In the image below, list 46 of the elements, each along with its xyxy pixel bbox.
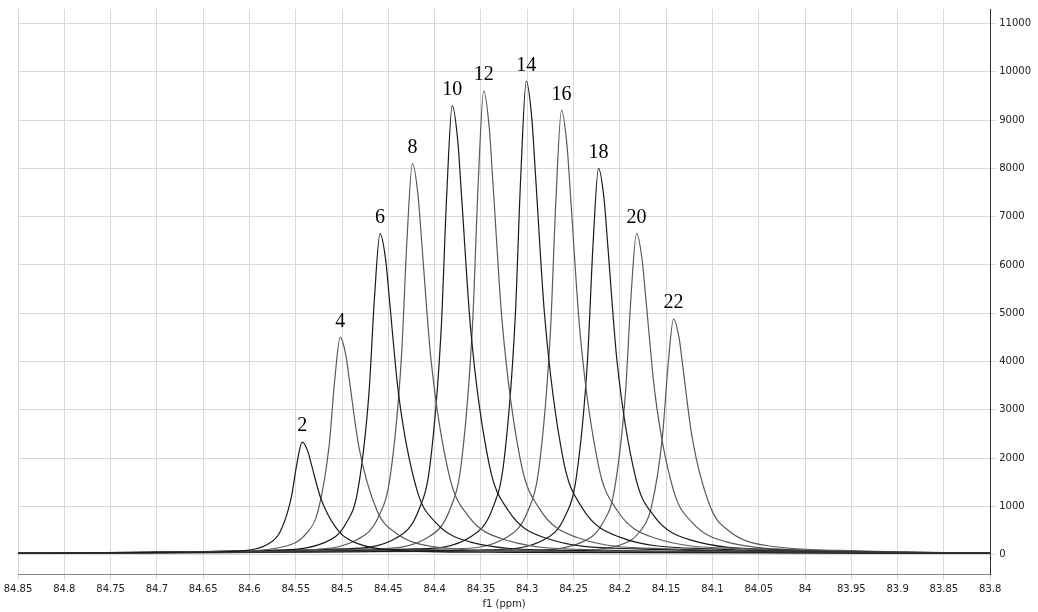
y-tick-label: 4000 (999, 355, 1025, 367)
annotation: 18 (588, 139, 609, 162)
x-tick-label: 83.85 (929, 582, 959, 594)
x-tick-label: 84.5 (330, 582, 354, 594)
x-tick-label: 84.2 (608, 582, 631, 594)
x-tick-label: 84.8 (53, 582, 76, 594)
x-tick-label: 83.8 (979, 582, 1002, 594)
x-axis-title: f1 (ppm) (482, 597, 526, 609)
annotation: 4 (335, 308, 346, 331)
annotation: 14 (516, 52, 537, 75)
annotation: 10 (442, 76, 463, 99)
annotation: 16 (551, 81, 572, 104)
x-tick-label: 83.9 (886, 582, 909, 594)
y-tick-label: 3000 (999, 403, 1025, 415)
x-tick-label: 84.25 (559, 582, 588, 594)
y-tick-label: 10000 (999, 65, 1031, 77)
x-tick-label: 84.45 (374, 582, 403, 594)
x-tick-label: 84.6 (238, 582, 261, 594)
y-tick-label: 8000 (999, 161, 1025, 173)
x-tick-label: 84.35 (466, 582, 496, 594)
y-tick-label: 9000 (999, 113, 1025, 125)
y-tick-label: 1000 (999, 499, 1025, 511)
annotation: 20 (626, 204, 647, 227)
y-tick-label: 11000 (999, 17, 1031, 29)
y-tick-label: 2000 (999, 451, 1025, 463)
annotation: 12 (473, 62, 494, 85)
x-tick-label: 83.95 (836, 582, 866, 594)
x-tick-label: 84.4 (423, 582, 446, 594)
x-tick-label: 84.3 (516, 582, 539, 594)
annotation: 2 (297, 413, 308, 436)
y-tick-label: 7000 (999, 210, 1025, 222)
x-tick-label: 84.55 (281, 582, 311, 594)
annotation: 6 (375, 204, 386, 227)
x-tick-label: 84.7 (145, 582, 169, 594)
annotation: 8 (407, 134, 418, 157)
annotation: 22 (663, 290, 684, 313)
x-tick-label: 84.05 (744, 582, 774, 594)
y-tick-label: 5000 (999, 306, 1025, 318)
y-tick-label: 6000 (999, 258, 1025, 270)
x-tick-label: 84 (798, 582, 812, 594)
x-tick-label: 84.85 (3, 582, 33, 594)
x-tick-label: 84.1 (701, 582, 724, 594)
y-tick-label: 0 (999, 548, 1006, 560)
x-tick-label: 84.75 (96, 582, 125, 594)
x-tick-label: 84.15 (651, 582, 681, 594)
x-tick-label: 84.65 (188, 582, 218, 594)
